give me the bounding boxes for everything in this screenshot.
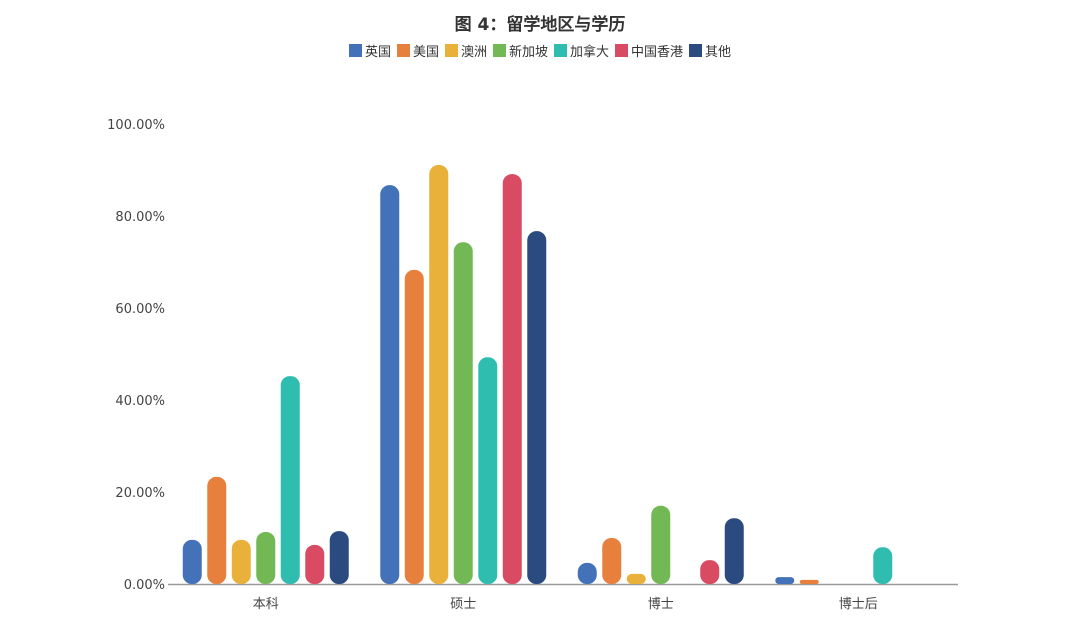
legend-swatch [492,44,506,57]
bar [453,242,473,584]
bar [404,269,424,584]
bar [775,577,795,584]
y-tick-label: 20.00% [115,486,165,501]
legend-label: 中国香港 [631,45,684,60]
bar [577,562,597,584]
legend-label: 加拿大 [570,45,610,60]
chart-title: 图 4：留学地区与学历 [454,15,626,35]
y-tick-label: 40.00% [115,394,165,409]
bar [256,532,276,584]
bar [231,539,251,584]
legend-label: 澳洲 [460,45,487,60]
legend-item: 其他 [689,41,731,60]
legend: 英国 美国 澳洲 新加坡 加拿大 中国香港 其他 [0,41,1080,60]
bar [207,476,227,584]
legend-item: 加拿大 [554,41,609,60]
x-tick-label: 博士后 [839,597,878,612]
legend-item: 英国 [348,41,391,60]
bar [724,518,744,584]
bar [799,579,819,584]
bar [429,164,449,584]
bar [527,231,547,584]
legend-swatch [348,44,362,57]
legend-swatch [554,44,567,57]
x-tick-label: 博士 [648,597,674,612]
bar [329,531,349,584]
bar [602,538,622,584]
y-tick-label: 60.00% [115,302,165,317]
bar [182,539,202,584]
legend-item: 澳洲 [444,41,487,60]
bar [380,185,400,584]
bar [873,547,893,584]
legend-label: 新加坡 [508,45,548,60]
bar [280,376,300,584]
legend-swatch [396,44,410,57]
legend-label: 其他 [705,45,732,60]
bar [651,505,671,584]
legend-item: 美国 [396,41,439,60]
bar [700,560,720,584]
y-tick-label: 80.00% [115,210,165,225]
legend-swatch [444,44,458,57]
legend-label: 英国 [364,45,391,60]
x-tick-label: 硕士 [450,597,476,612]
x-tick-label: 本科 [253,597,279,612]
bar [478,357,498,584]
bar [502,174,522,584]
y-tick-label: 100.00% [107,118,165,133]
bar [626,573,646,584]
y-tick-label: 0.00% [124,578,165,593]
legend-item: 中国香港 [615,41,683,60]
legend-item: 新加坡 [492,41,548,60]
legend-label: 美国 [412,45,439,60]
legend-swatch [615,44,629,57]
bar [305,544,325,584]
legend-swatch [689,44,703,57]
